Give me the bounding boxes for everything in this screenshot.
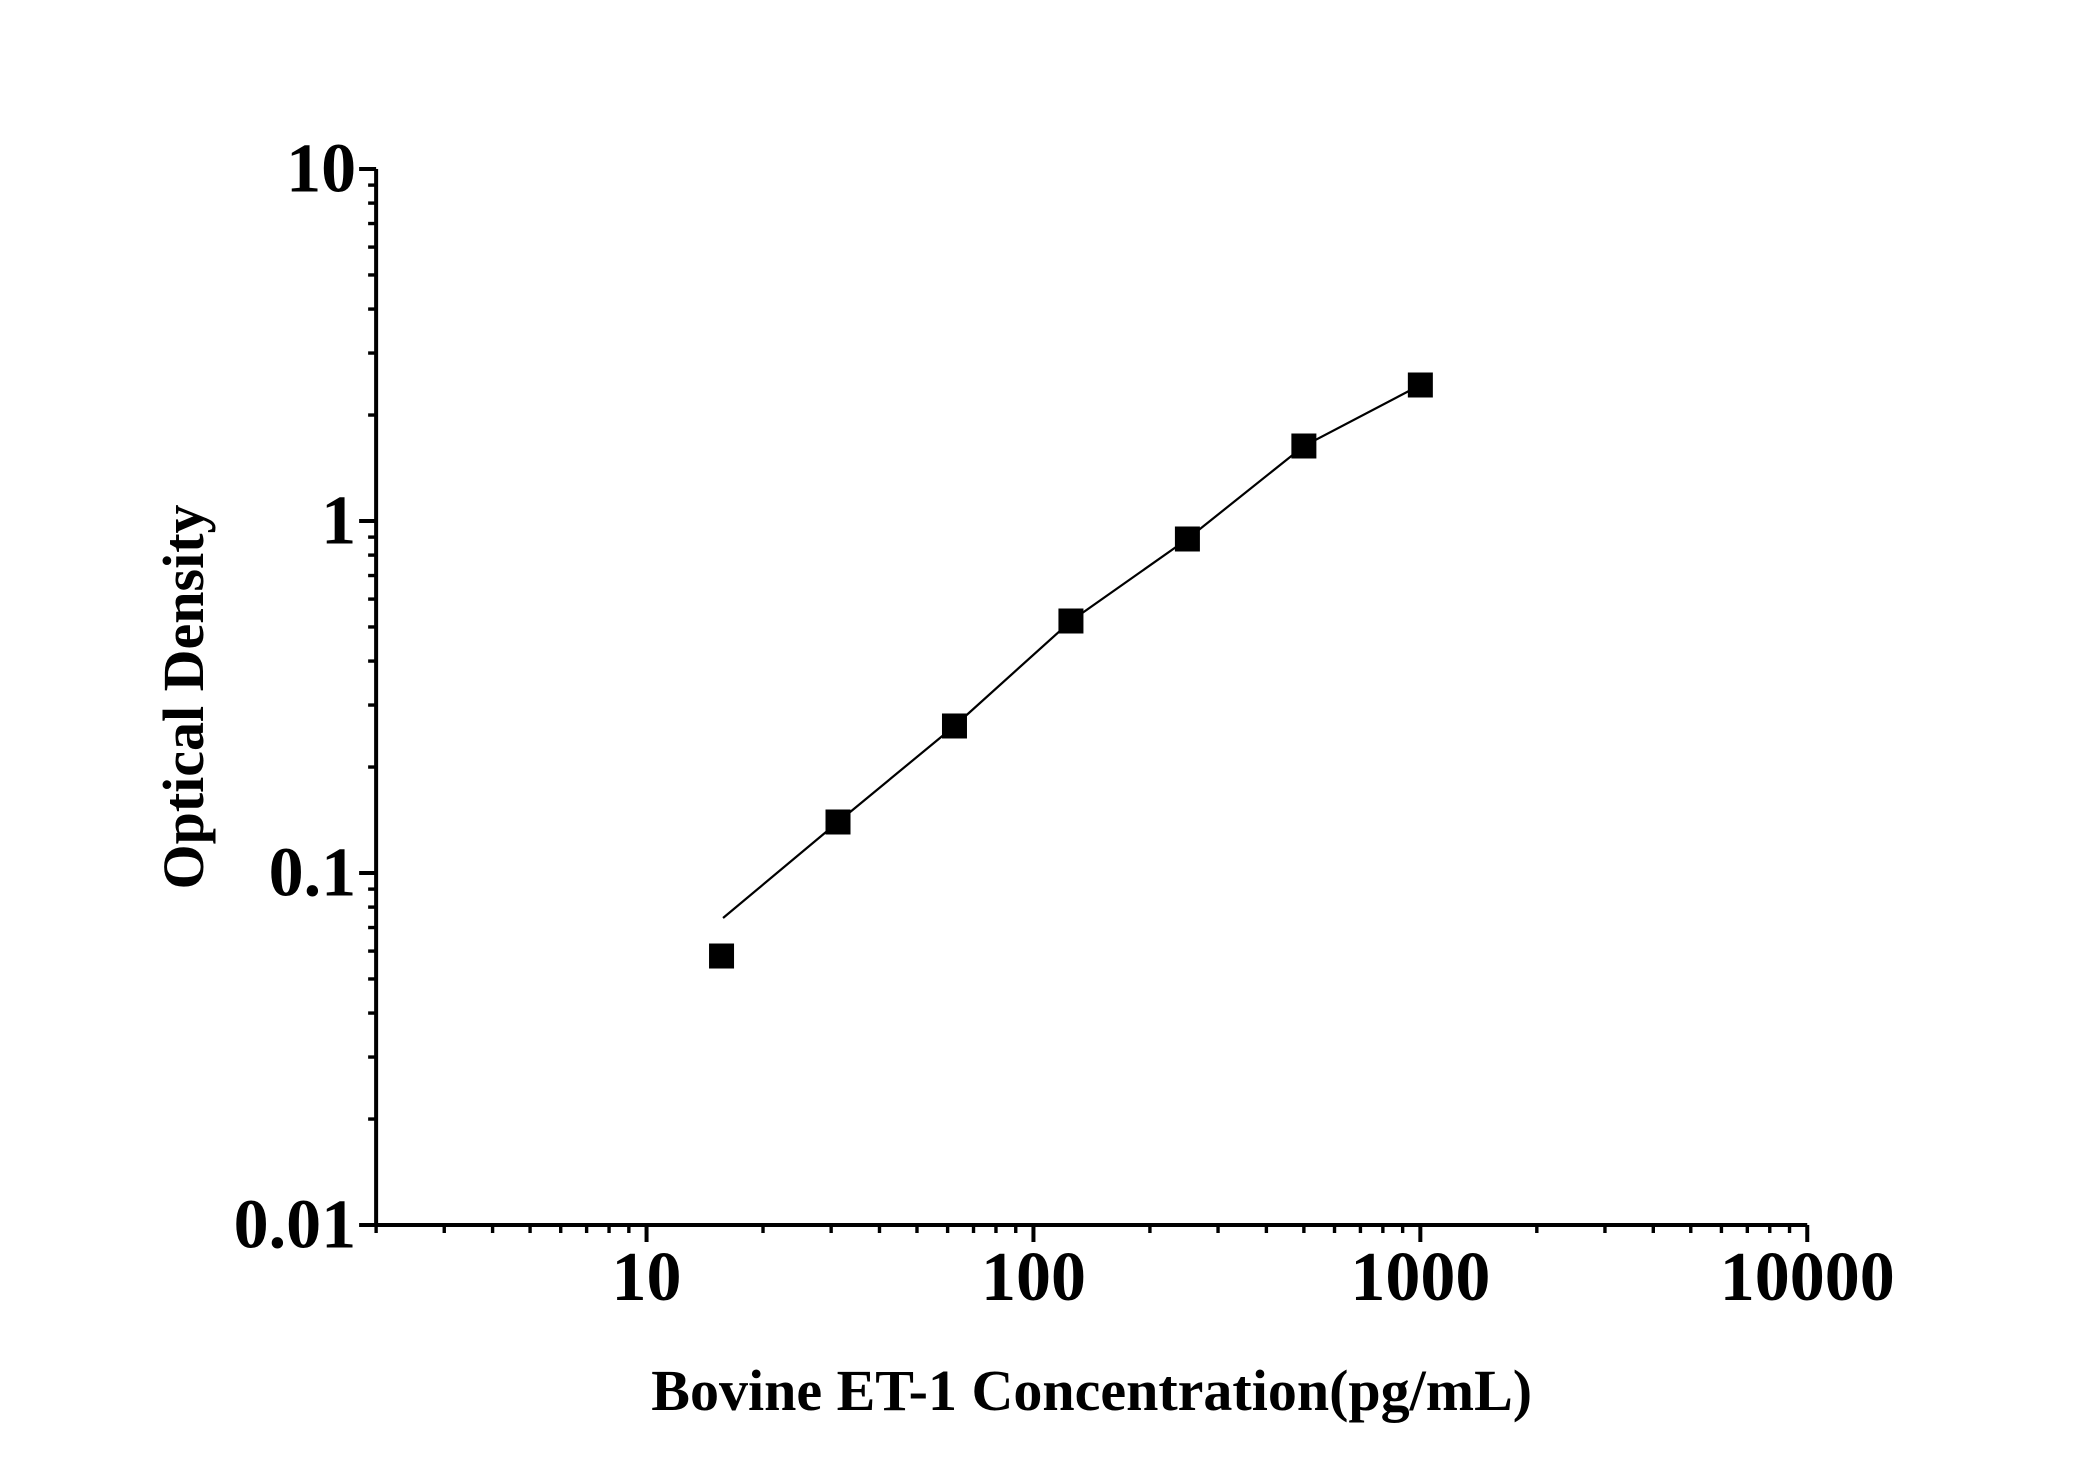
svg-text:10: 10 [612, 1239, 682, 1316]
svg-text:0.1: 0.1 [269, 835, 357, 912]
svg-text:10000: 10000 [1720, 1239, 1895, 1316]
svg-text:Bovine ET-1 Concentration(pg/m: Bovine ET-1 Concentration(pg/mL) [651, 1358, 1532, 1423]
svg-text:1: 1 [321, 483, 356, 560]
svg-text:10: 10 [286, 131, 356, 208]
svg-text:0.01: 0.01 [234, 1187, 357, 1264]
svg-text:1000: 1000 [1350, 1239, 1490, 1316]
svg-text:100: 100 [981, 1239, 1086, 1316]
svg-text:Optical Density: Optical Density [151, 504, 216, 889]
